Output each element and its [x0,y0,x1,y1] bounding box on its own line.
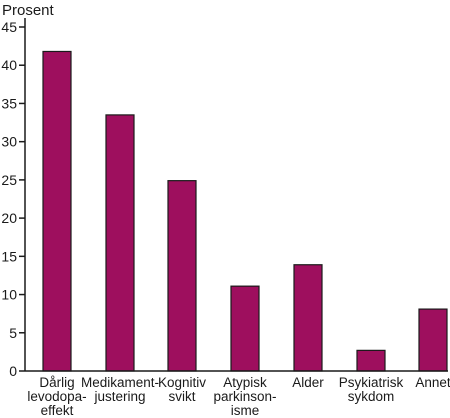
bar [105,114,135,372]
x-axis-labels: Dårlig levodopa-effektMedikament-justerin… [27,375,450,418]
x-category-label: Medikament-justering [81,375,159,404]
bar [230,285,260,372]
y-tick-label: 20 [1,210,17,226]
bar [356,349,386,372]
y-axis-label: Prosent [2,2,55,19]
y-tick-label: 15 [1,248,17,264]
bar [167,180,197,372]
y-tick-label: 5 [9,325,17,341]
bar [42,50,72,372]
x-category-label: Dårlig levodopa-effekt [27,375,86,418]
y-tick-label: 30 [1,134,17,150]
y-tick-label: 40 [1,57,17,73]
y-axis-ticks: 0 5 10 15 20 25 30 35 40 45 [1,19,25,379]
y-tick-label: 35 [1,95,17,111]
y-tick-label: 45 [1,19,17,35]
x-category-label: Atypisk parkinson-isme [213,375,276,418]
y-tick-label: 25 [1,172,17,188]
y-tick-label: 10 [1,287,17,303]
y-tick-label: 0 [9,363,17,379]
bars [42,50,448,372]
x-category-label: Kognitiv svikt [158,375,206,404]
bar [293,264,323,372]
x-category-label: Annet [415,375,450,390]
bar [418,308,448,372]
x-category-label: Psykiatrisk sykdom [339,375,404,404]
x-category-label: Alder [292,375,324,390]
